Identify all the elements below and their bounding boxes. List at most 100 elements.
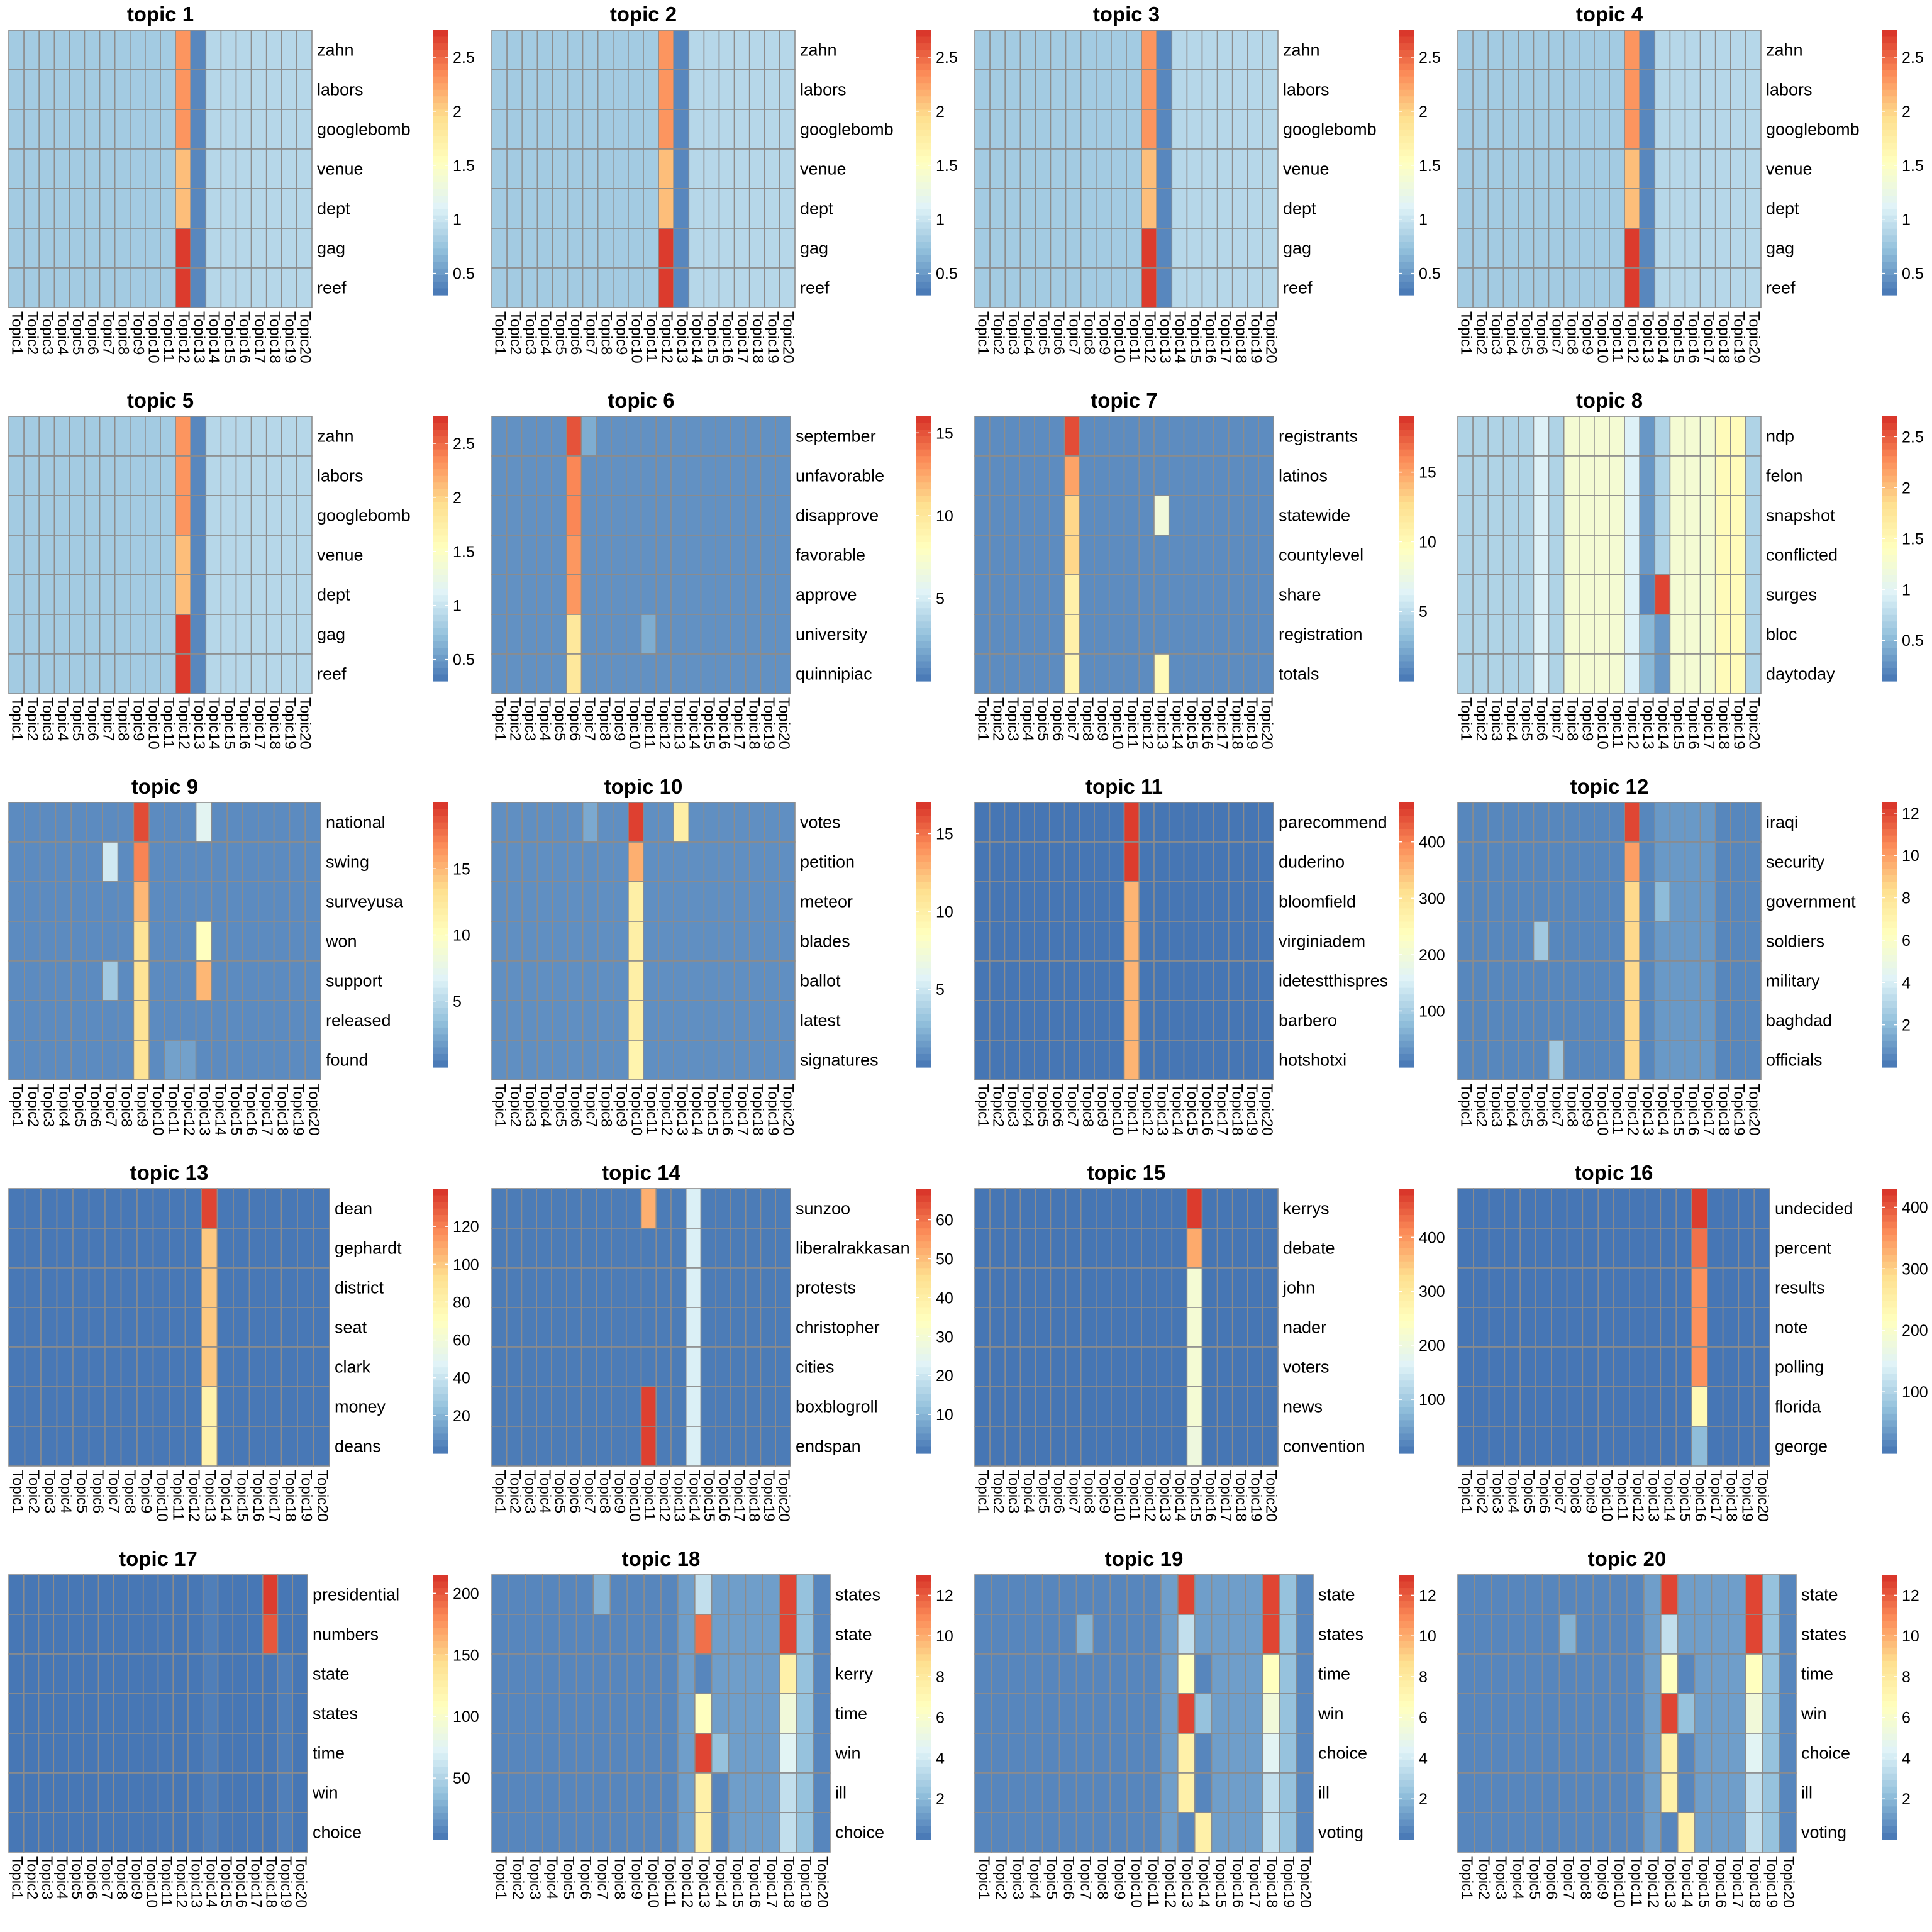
column-label: Topic5 <box>560 1856 577 1899</box>
legend-tick-label: 2 <box>453 103 462 121</box>
legend-segment <box>916 882 931 889</box>
heatmap-cell <box>643 960 659 1001</box>
heatmap-cell <box>580 653 597 694</box>
heatmap-cell <box>536 228 553 269</box>
heatmap-cell <box>640 614 657 655</box>
heatmap-cell <box>24 1346 42 1387</box>
heatmap-cell <box>700 574 717 615</box>
column-label: Topic4 <box>1503 1084 1520 1127</box>
column-label: Topic14 <box>203 1856 219 1908</box>
column-label: Topic10 <box>1109 1084 1126 1136</box>
heatmap-cell <box>1080 188 1097 229</box>
legend-segment <box>1399 1380 1414 1388</box>
legend-segment <box>916 1274 931 1282</box>
heatmap-cell <box>796 1693 814 1734</box>
heatmap-cell <box>1609 1693 1628 1734</box>
heatmap-cell <box>1472 30 1489 70</box>
legend-segment <box>433 123 448 130</box>
heatmap-cell <box>491 802 508 843</box>
column-label: Topic20 <box>297 697 314 750</box>
heatmap-cell <box>1094 921 1110 962</box>
row-label: surges <box>1766 586 1817 604</box>
heatmap-cell <box>673 188 690 229</box>
heatmap-cell <box>289 802 306 843</box>
legend-segment <box>1399 901 1414 909</box>
heatmap-cell <box>1035 1386 1052 1427</box>
heatmap-cell <box>491 1346 508 1387</box>
heatmap-cell <box>172 1733 189 1774</box>
heatmap-cell <box>491 495 508 536</box>
legend-segment <box>1882 456 1897 464</box>
heatmap-cell <box>1034 653 1050 694</box>
heatmap-cell <box>609 1812 628 1853</box>
heatmap-cell <box>718 1000 735 1041</box>
row-label: choice <box>313 1823 362 1842</box>
heatmap-cell <box>1579 653 1595 694</box>
heatmap-cell <box>1669 109 1686 150</box>
column-label: Topic18 <box>1723 1470 1740 1522</box>
heatmap-cell <box>226 1000 243 1041</box>
heatmap-cell <box>711 1733 730 1774</box>
heatmap-cell <box>813 1574 831 1615</box>
heatmap-cell <box>1609 109 1625 150</box>
heatmap-cell <box>1457 535 1474 575</box>
heatmap-cell <box>1518 535 1535 575</box>
heatmap-cell <box>1504 1346 1521 1387</box>
heatmap-cell <box>1109 1653 1128 1694</box>
column-label: Topic2 <box>507 1084 524 1127</box>
column-label: Topic4 <box>1026 1856 1043 1899</box>
heatmap-cell <box>1699 109 1716 150</box>
legend-segment <box>1399 462 1414 470</box>
row-label: time <box>1801 1665 1833 1684</box>
legend-tick-label: 0.5 <box>1419 265 1441 283</box>
heatmap-cell <box>508 1574 526 1615</box>
heatmap-cell <box>1096 1307 1112 1348</box>
heatmap-cell <box>160 535 176 575</box>
heatmap-cell <box>1609 802 1625 843</box>
heatmap-cell <box>70 1000 87 1041</box>
legend-segment <box>1399 1773 1414 1780</box>
column-label: Topic8 <box>1563 311 1580 355</box>
legend-segment <box>916 901 931 909</box>
legend-segment <box>1399 423 1414 430</box>
heatmap-cell <box>1624 960 1641 1001</box>
heatmap-cell <box>582 109 599 150</box>
heatmap-cell <box>23 1040 41 1080</box>
legend-segment <box>916 1301 931 1309</box>
heatmap-cell <box>596 1228 612 1269</box>
heatmap-cell <box>521 535 538 575</box>
heatmap-cell <box>521 228 538 269</box>
legend-segment <box>433 1806 448 1814</box>
heatmap-cell <box>1711 1733 1729 1774</box>
heatmap-cell <box>1738 1267 1755 1308</box>
heatmap-cell <box>40 1426 58 1467</box>
legend-segment <box>1399 482 1414 490</box>
heatmap-cell <box>233 1426 250 1467</box>
heatmap-cell <box>1048 495 1065 536</box>
heatmap-cell <box>703 228 720 269</box>
heatmap-cell <box>69 30 86 70</box>
heatmap-cell <box>763 802 780 843</box>
legend-segment <box>433 169 448 177</box>
legend-segment <box>1399 1614 1414 1622</box>
column-label: Topic20 <box>1746 1084 1763 1136</box>
legend-segment <box>1399 994 1414 1002</box>
heatmap-cell <box>974 1228 991 1269</box>
heatmap-cell <box>730 1228 747 1269</box>
heatmap-cell <box>1487 535 1504 575</box>
legend-tick-label: 200 <box>1419 947 1445 964</box>
column-label: Topic2 <box>1473 311 1490 355</box>
legend-segment <box>1399 1208 1414 1216</box>
heatmap-cell <box>748 921 765 962</box>
heatmap-cell <box>1779 1693 1797 1734</box>
heatmap-cell <box>38 1614 55 1655</box>
heatmap-cell <box>1669 495 1686 536</box>
row-label: zahn <box>1766 41 1803 60</box>
heatmap-cell <box>728 1693 747 1734</box>
heatmap-cell <box>1639 69 1656 110</box>
heatmap-panel: topic 9 national swing surveyusa won support r… <box>0 772 483 1158</box>
heatmap-cell <box>1141 1386 1158 1427</box>
column-label: Topic4 <box>1503 697 1520 741</box>
heatmap-cell <box>1198 416 1214 457</box>
heatmap-cell <box>658 802 675 843</box>
